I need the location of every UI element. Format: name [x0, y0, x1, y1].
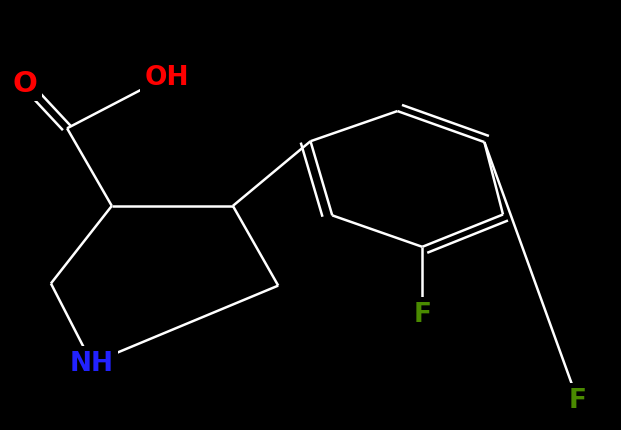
Text: NH: NH: [70, 350, 114, 376]
Text: F: F: [569, 387, 586, 413]
Text: F: F: [569, 387, 586, 413]
Text: OH: OH: [144, 64, 189, 90]
Text: NH: NH: [70, 350, 114, 376]
Text: F: F: [414, 301, 431, 327]
Text: F: F: [414, 301, 431, 327]
Text: O: O: [12, 70, 37, 98]
Text: OH: OH: [144, 64, 189, 90]
Text: O: O: [12, 70, 37, 98]
